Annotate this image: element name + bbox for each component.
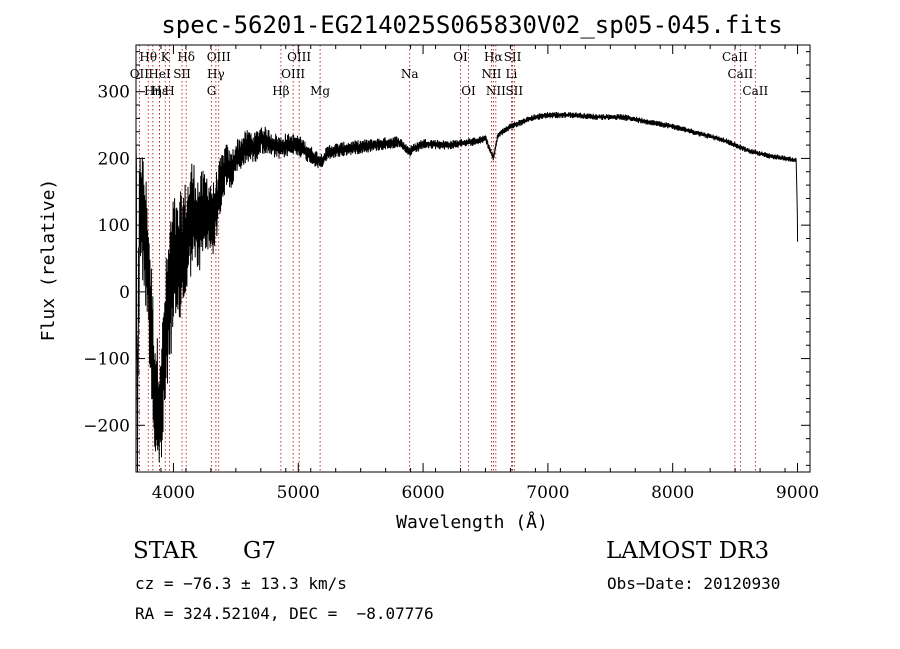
y-tick-label: 100 bbox=[98, 216, 130, 236]
line-marker-label: SII bbox=[505, 84, 523, 98]
plot-frame bbox=[135, 44, 811, 473]
object-class: STAR bbox=[133, 538, 197, 564]
y-tick-label: 0 bbox=[119, 283, 130, 303]
line-marker-label: OII bbox=[130, 67, 150, 81]
line-marker-label: OIII bbox=[287, 50, 311, 64]
coordinates: RA = 324.52104, DEC = −8.07776 bbox=[135, 604, 434, 623]
survey-name: LAMOST DR3 bbox=[606, 538, 770, 564]
line-marker-label: CaII bbox=[742, 84, 768, 98]
x-axis-label: Wavelength (Å) bbox=[396, 511, 548, 533]
object-subclass: G7 bbox=[243, 538, 277, 564]
x-tick-label: 6000 bbox=[401, 483, 444, 503]
line-marker-label: H bbox=[164, 84, 174, 98]
x-axis-ticks: 4000 5000 6000 7000 8000 9000 bbox=[135, 45, 819, 503]
line-marker-label: NII bbox=[481, 67, 501, 81]
line-marker-label: CaII bbox=[722, 50, 748, 64]
line-marker-label: NII bbox=[486, 84, 506, 98]
line-marker-label: OIII bbox=[281, 67, 305, 81]
y-axis-label: Flux (relative) bbox=[38, 179, 59, 342]
line-marker-label: K bbox=[161, 50, 171, 64]
x-tick-label: 8000 bbox=[651, 483, 694, 503]
x-tick-label: 9000 bbox=[776, 483, 819, 503]
line-marker-label: Hδ bbox=[177, 50, 195, 64]
line-marker-label: Hγ bbox=[207, 67, 225, 81]
y-tick-label: 200 bbox=[98, 149, 130, 169]
observation-date: Obs−Date: 20120930 bbox=[607, 574, 781, 593]
line-marker-label: OI bbox=[461, 84, 476, 98]
x-tick-label: 7000 bbox=[526, 483, 569, 503]
y-axis-ticks: −200 −100 0 100 200 300 bbox=[83, 51, 810, 466]
line-marker-label: SII bbox=[504, 50, 522, 64]
line-marker-label: Mg bbox=[310, 84, 330, 98]
line-marker-label: Hβ bbox=[272, 84, 289, 98]
line-marker-label: Na bbox=[401, 67, 419, 81]
line-marker-label: Hη bbox=[144, 84, 162, 98]
line-marker-label: Hθ bbox=[139, 50, 157, 64]
redshift-velocity: cz = −76.3 ± 13.3 km/s bbox=[135, 574, 347, 593]
spectrum-line bbox=[135, 111, 799, 473]
line-marker-label: CaII bbox=[727, 67, 753, 81]
x-tick-label: 4000 bbox=[152, 483, 195, 503]
line-marker-label: OI bbox=[453, 50, 468, 64]
x-tick-label: 5000 bbox=[277, 483, 320, 503]
line-marker-label: SII bbox=[173, 67, 191, 81]
line-marker-label: G bbox=[207, 84, 217, 98]
emission-line-markers bbox=[138, 45, 756, 472]
line-marker-label: Hα bbox=[484, 50, 503, 64]
line-marker-label: HeI bbox=[148, 67, 171, 81]
chart-title: spec-56201-EG214025S065830V02_sp05-045.f… bbox=[161, 11, 782, 39]
y-tick-label: −200 bbox=[83, 416, 130, 436]
y-tick-label: 300 bbox=[98, 83, 130, 103]
line-marker-label: Hε bbox=[151, 84, 168, 98]
line-marker-label: Li bbox=[506, 67, 518, 81]
line-marker-label: OIII bbox=[207, 50, 231, 64]
y-tick-label: −100 bbox=[83, 350, 130, 370]
